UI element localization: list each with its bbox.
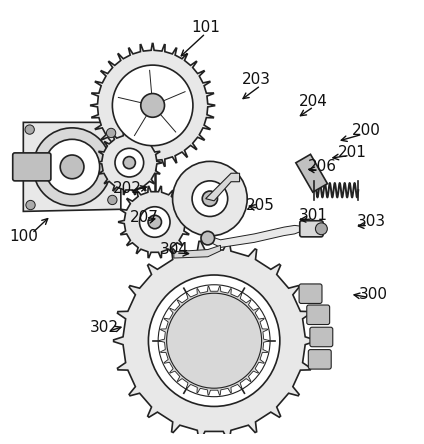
Text: 304: 304 (159, 242, 188, 257)
Text: 201: 201 (338, 145, 366, 159)
Text: 203: 203 (242, 72, 271, 87)
Polygon shape (91, 44, 215, 167)
FancyBboxPatch shape (310, 327, 333, 347)
Polygon shape (208, 226, 301, 247)
Circle shape (115, 148, 144, 177)
Polygon shape (97, 131, 162, 194)
Circle shape (60, 155, 84, 179)
Circle shape (201, 231, 215, 245)
Circle shape (45, 139, 100, 194)
Circle shape (173, 161, 247, 236)
Circle shape (33, 128, 111, 206)
Polygon shape (296, 155, 327, 192)
Circle shape (141, 94, 165, 117)
Circle shape (25, 125, 34, 134)
Circle shape (108, 195, 117, 205)
FancyBboxPatch shape (300, 221, 323, 237)
Circle shape (202, 191, 218, 206)
Text: 204: 204 (299, 94, 328, 109)
Polygon shape (23, 123, 121, 211)
Polygon shape (206, 173, 240, 201)
Circle shape (148, 275, 280, 406)
Circle shape (139, 207, 170, 237)
Circle shape (106, 128, 116, 138)
FancyBboxPatch shape (13, 153, 51, 181)
FancyBboxPatch shape (308, 349, 331, 369)
Circle shape (112, 65, 193, 146)
Text: 202: 202 (113, 181, 142, 195)
Text: 302: 302 (89, 321, 118, 336)
Text: 207: 207 (130, 210, 159, 225)
Circle shape (192, 319, 236, 363)
Text: 200: 200 (352, 123, 381, 139)
Text: 205: 205 (246, 198, 275, 213)
Text: 301: 301 (299, 208, 328, 223)
Text: 206: 206 (308, 159, 337, 174)
Polygon shape (174, 246, 220, 258)
Polygon shape (159, 286, 269, 395)
Polygon shape (114, 241, 315, 440)
FancyBboxPatch shape (307, 305, 329, 325)
Circle shape (123, 157, 135, 169)
Text: 303: 303 (357, 214, 385, 230)
Circle shape (148, 215, 162, 229)
Text: 101: 101 (191, 20, 220, 36)
Text: 100: 100 (9, 230, 38, 244)
Circle shape (192, 181, 228, 217)
FancyBboxPatch shape (299, 284, 322, 303)
Circle shape (26, 200, 35, 210)
Text: 300: 300 (359, 286, 388, 301)
Circle shape (315, 223, 327, 235)
Polygon shape (119, 186, 191, 258)
